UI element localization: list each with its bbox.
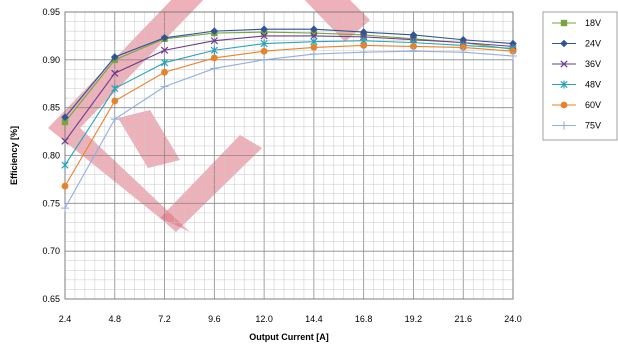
- x-tick-label: 12.0: [255, 314, 273, 324]
- data-point: [111, 97, 119, 105]
- x-axis-label: Output Current [A]: [249, 332, 328, 342]
- data-point: [509, 52, 517, 61]
- data-point: [560, 121, 568, 130]
- data-point: [560, 19, 568, 27]
- data-point: [160, 58, 169, 67]
- series-60V: [61, 42, 517, 190]
- data-point: [260, 47, 268, 55]
- data-point: [160, 82, 169, 91]
- data-point: [459, 48, 468, 57]
- data-point: [210, 27, 219, 35]
- data-point: [260, 32, 268, 40]
- y-tick-label: 0.65: [42, 294, 60, 304]
- data-point: [409, 31, 418, 39]
- data-point: [61, 182, 69, 190]
- data-point: [560, 60, 568, 68]
- data-point: [210, 37, 218, 45]
- legend-item: 36V: [552, 59, 601, 69]
- x-tick-label: 4.8: [109, 314, 122, 324]
- data-point: [160, 46, 169, 54]
- data-point: [61, 161, 69, 170]
- legend-box: [542, 11, 618, 141]
- legend-item: 24V: [552, 39, 601, 49]
- data-point: [560, 101, 568, 109]
- series-line: [64, 35, 514, 142]
- series-36V: [61, 32, 517, 145]
- data-point: [310, 32, 318, 40]
- y-tick-label: 0.75: [42, 198, 60, 208]
- legend-label: 24V: [585, 39, 601, 49]
- data-point: [359, 48, 368, 57]
- series-75V: [61, 47, 517, 213]
- legend-item: 48V: [552, 80, 601, 90]
- x-tick-label: 9.6: [208, 314, 221, 324]
- data-point: [61, 118, 69, 126]
- data-point: [111, 69, 119, 77]
- data-point: [110, 53, 119, 61]
- x-tick-label: 2.4: [59, 314, 72, 324]
- data-point: [410, 43, 417, 50]
- data-point: [409, 47, 418, 56]
- data-point: [210, 54, 218, 62]
- series-line: [64, 44, 514, 187]
- data-point: [260, 25, 268, 34]
- data-point: [210, 64, 219, 73]
- legend-label: 60V: [585, 100, 601, 110]
- data-point: [560, 80, 568, 89]
- data-point: [459, 43, 467, 51]
- data-point: [509, 39, 517, 48]
- watermark-stroke: [118, 110, 180, 168]
- data-point: [310, 29, 318, 37]
- data-point: [310, 43, 318, 51]
- legend-item: 60V: [552, 100, 601, 110]
- watermark-stroke: [160, 135, 262, 232]
- x-tick-label: 7.2: [158, 314, 171, 324]
- plot-frame: [64, 11, 514, 300]
- data-point: [459, 35, 468, 44]
- data-point: [360, 42, 368, 49]
- series-24V: [61, 25, 517, 122]
- data-point: [309, 50, 318, 59]
- legend-label: 48V: [585, 80, 601, 90]
- data-point: [61, 137, 69, 145]
- x-tick-label: 16.8: [355, 314, 373, 324]
- data-point: [260, 39, 268, 48]
- data-point: [210, 46, 218, 55]
- y-tick-label: 0.80: [42, 151, 60, 161]
- series-layer: [61, 25, 517, 213]
- x-tick-label: 14.4: [305, 314, 323, 324]
- legend-label: 75V: [585, 121, 601, 131]
- x-tick-label: 19.2: [405, 314, 423, 324]
- x-tick-label: 24.0: [504, 314, 522, 324]
- series-line: [64, 50, 514, 209]
- data-point: [509, 47, 517, 55]
- series-line: [64, 28, 514, 118]
- y-axis-ticks: 0.65 0.70 0.75 0.80 0.85 0.90 0.95: [42, 7, 60, 304]
- data-point: [61, 113, 69, 122]
- legend-item: 75V: [552, 121, 601, 131]
- x-tick-label: 21.6: [454, 314, 472, 324]
- legend-label: 18V: [585, 18, 601, 28]
- y-axis-label: Efficiency [%]: [9, 126, 19, 185]
- data-point: [160, 34, 169, 42]
- x-axis-ticks: 2.4 4.8 7.2 9.6 12.0 14.4 16.8 19.2 21.6 24.0: [59, 314, 522, 324]
- data-point: [260, 55, 269, 64]
- data-point: [359, 28, 368, 36]
- data-point: [61, 204, 69, 213]
- data-point: [110, 115, 119, 124]
- y-tick-label: 0.70: [42, 246, 60, 256]
- data-point: [310, 25, 318, 34]
- legend-label: 36V: [585, 59, 601, 69]
- y-tick-label: 0.85: [42, 103, 60, 113]
- y-tick-label: 0.90: [42, 55, 60, 65]
- y-tick-label: 0.95: [42, 7, 60, 17]
- data-point: [560, 39, 568, 48]
- data-point: [161, 68, 168, 76]
- series-line: [64, 40, 514, 166]
- data-point: [111, 84, 119, 93]
- legend: 18V 24V 36V 48V 60V 75V: [542, 11, 618, 141]
- legend-item: 18V: [552, 18, 601, 28]
